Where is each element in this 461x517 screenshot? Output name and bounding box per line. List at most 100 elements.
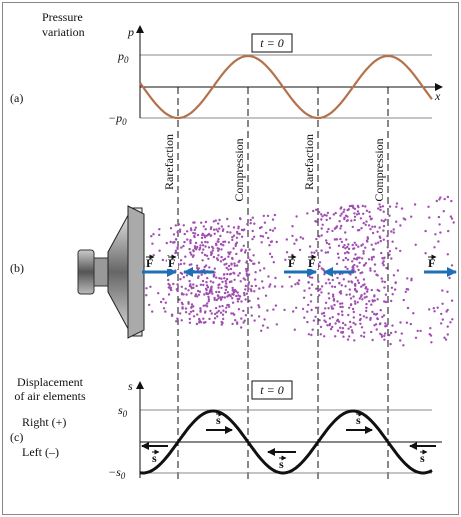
particle [344, 323, 347, 327]
particle [320, 291, 323, 294]
particle [207, 246, 211, 249]
particle [380, 333, 383, 337]
level-label: s0 [118, 403, 128, 419]
particle [365, 295, 368, 298]
particle [359, 322, 362, 325]
particle [451, 318, 454, 321]
particle [237, 274, 240, 277]
particle [167, 293, 171, 296]
particle [227, 268, 230, 271]
particle [352, 316, 355, 319]
particle [202, 283, 205, 287]
particle [378, 226, 381, 229]
particle [320, 267, 323, 270]
particle [235, 236, 239, 239]
particle [285, 238, 288, 241]
particle [229, 231, 232, 234]
particle [253, 290, 256, 293]
particle [168, 284, 171, 287]
particle [165, 241, 168, 245]
particle [229, 251, 232, 254]
particle [372, 255, 375, 259]
particle [196, 295, 199, 298]
particle [381, 257, 384, 260]
particle [217, 290, 221, 294]
particle [320, 234, 323, 237]
particle [344, 265, 347, 269]
particle [364, 205, 367, 208]
particle [275, 240, 278, 244]
direction-label: Right (+) [22, 415, 66, 429]
particle [269, 228, 272, 232]
particle [410, 215, 413, 218]
particle [303, 316, 306, 319]
particle [321, 215, 324, 218]
particle [254, 278, 257, 281]
particle [384, 325, 387, 328]
particle [318, 235, 321, 238]
particle [167, 278, 170, 282]
particle [232, 293, 235, 296]
particle [356, 210, 360, 213]
particle [291, 225, 294, 228]
particle [419, 329, 422, 333]
particle [221, 296, 224, 299]
particle [214, 312, 217, 316]
particle [291, 234, 294, 238]
particle [364, 262, 368, 265]
particle [347, 313, 350, 317]
particle [329, 327, 333, 331]
particle [218, 227, 221, 230]
particle [245, 292, 249, 295]
particle [227, 241, 231, 244]
particle [222, 244, 225, 247]
particle [245, 260, 249, 263]
particle [298, 248, 302, 252]
particle [341, 313, 344, 317]
particle [384, 300, 388, 304]
particle [383, 338, 386, 341]
particle [184, 287, 187, 290]
particle [379, 205, 382, 209]
particle [399, 249, 402, 253]
magnet-core [93, 257, 109, 287]
particle [189, 310, 193, 313]
particle [223, 263, 226, 266]
axis-label: p [127, 25, 134, 39]
particle [274, 276, 277, 280]
particle [273, 285, 277, 288]
particle [238, 297, 241, 300]
particle [223, 257, 227, 261]
particle [247, 256, 250, 259]
particle [308, 276, 312, 279]
particle [342, 245, 345, 249]
particle [233, 272, 236, 275]
particle [332, 295, 335, 298]
particle [334, 226, 337, 230]
level-label: −p0 [108, 111, 127, 127]
particle [358, 256, 361, 259]
particle [332, 213, 335, 216]
particle [368, 215, 372, 218]
particle [185, 274, 189, 277]
particle [234, 319, 237, 322]
particle [177, 223, 181, 226]
particle [309, 300, 313, 303]
particle [223, 277, 226, 280]
particle [382, 314, 386, 317]
particle [235, 321, 239, 324]
particle [235, 252, 238, 256]
particle [242, 291, 246, 295]
particle [400, 207, 404, 210]
particle [338, 281, 341, 285]
particle [347, 327, 350, 330]
particle [354, 288, 357, 292]
displacement-label: s [216, 413, 221, 427]
particle [308, 287, 311, 290]
particle [383, 256, 386, 259]
particle [437, 215, 441, 219]
particle [349, 297, 353, 300]
particle [390, 257, 393, 260]
particle [312, 209, 315, 213]
particle [331, 285, 334, 288]
